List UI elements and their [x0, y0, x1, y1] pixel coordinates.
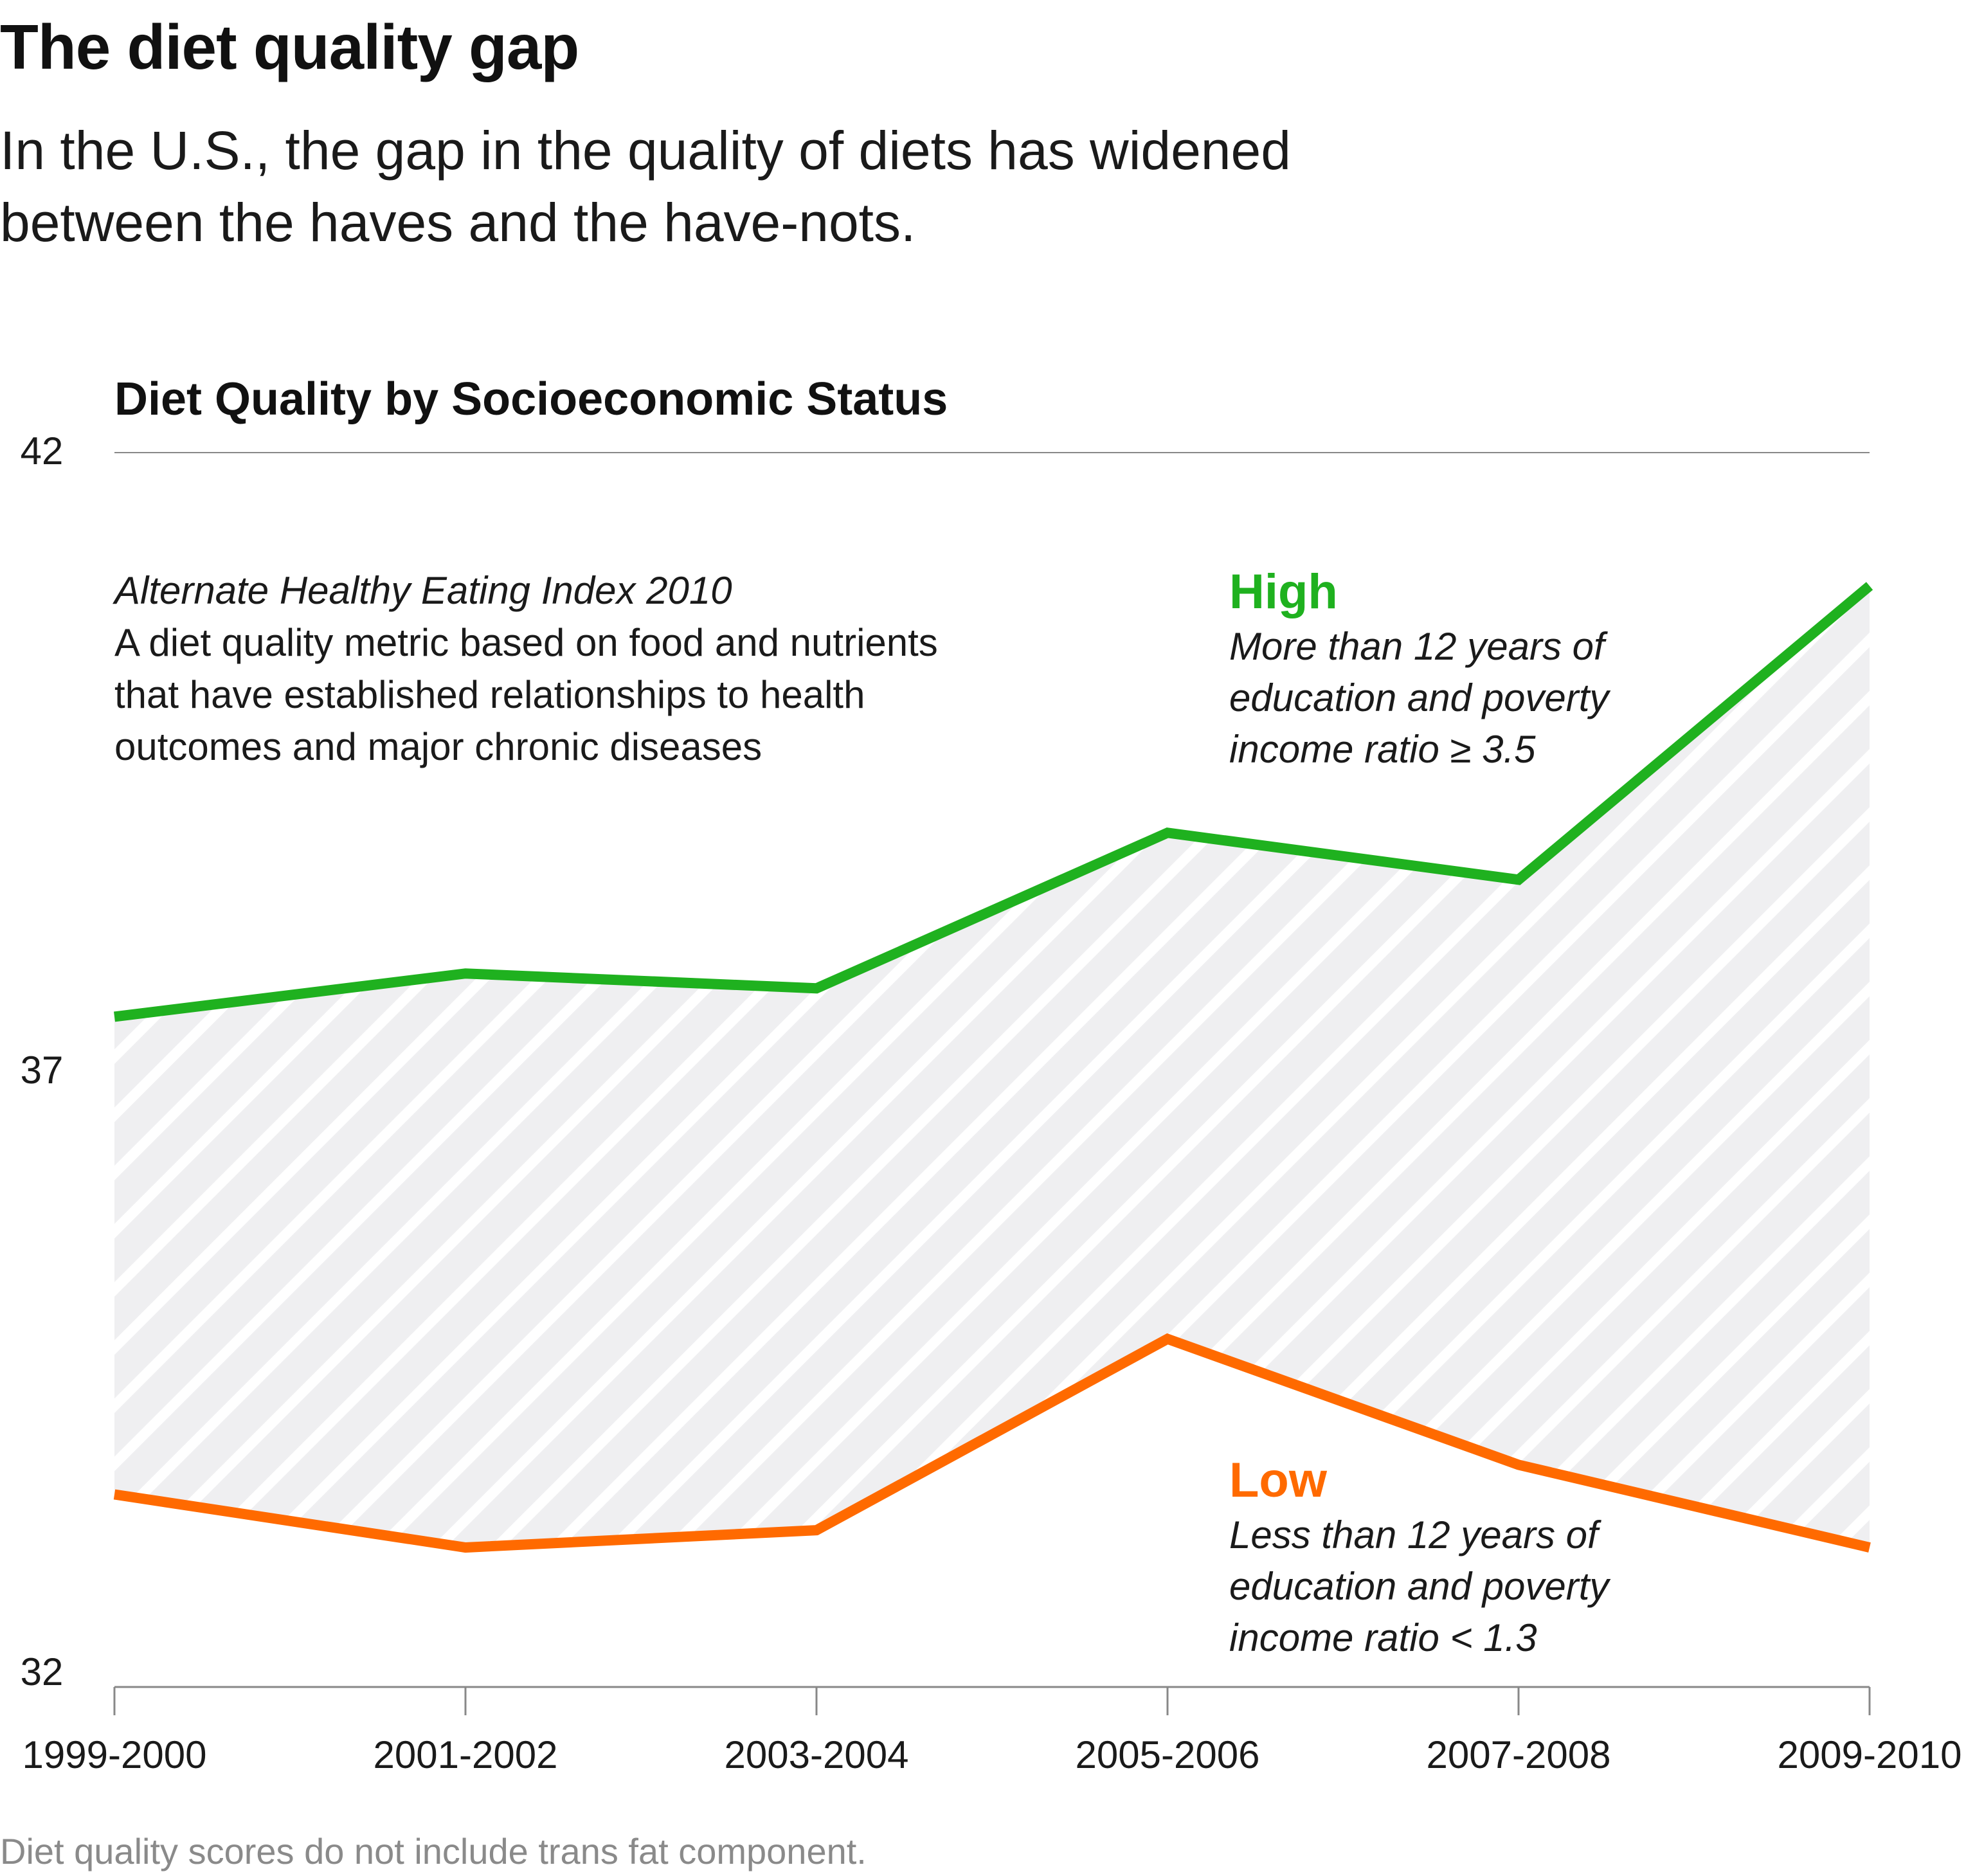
chart-title: Diet Quality by Socioeconomic Status [114, 374, 948, 425]
metric-description: Alternate Healthy Eating Index 2010 A di… [114, 564, 950, 773]
legend-high: High More than 12 years of education and… [1229, 563, 1718, 775]
x-axis [113, 1686, 1871, 1715]
legend-high-note: More than 12 years of education and pove… [1229, 625, 1609, 771]
series-line-low [113, 1333, 1871, 1553]
subheadline: In the U.S., the gap in the quality of d… [0, 120, 1291, 253]
legend-low-name: Low [1229, 1453, 1327, 1508]
headline: The diet quality gap [0, 12, 579, 82]
x-tick-label: 2001-2002 [373, 1733, 558, 1776]
y-tick-label: 32 [20, 1650, 64, 1693]
metric-description-title: Alternate Healthy Eating Index 2010 [114, 569, 732, 612]
x-tick-label: 2007-2008 [1426, 1733, 1611, 1776]
x-tick-label: 2009-2010 [1777, 1733, 1962, 1776]
x-tick-label: 1999-2000 [22, 1733, 207, 1776]
legend-low-note: Less than 12 years of education and pove… [1229, 1513, 1609, 1659]
footnote: Diet quality scores do not include trans… [0, 1831, 867, 1871]
x-tick-label: 2003-2004 [724, 1733, 909, 1776]
y-tick-label: 42 [20, 429, 64, 473]
series-line-high [114, 582, 1873, 1022]
legend-low: Low Less than 12 years of education and … [1229, 1452, 1718, 1664]
gap-band [114, 586, 1870, 1548]
y-tick-label: 37 [20, 1049, 64, 1092]
x-tick-label: 2005-2006 [1075, 1733, 1260, 1776]
metric-description-body: A diet quality metric based on food and … [114, 621, 938, 768]
legend-high-name: High [1229, 564, 1338, 619]
